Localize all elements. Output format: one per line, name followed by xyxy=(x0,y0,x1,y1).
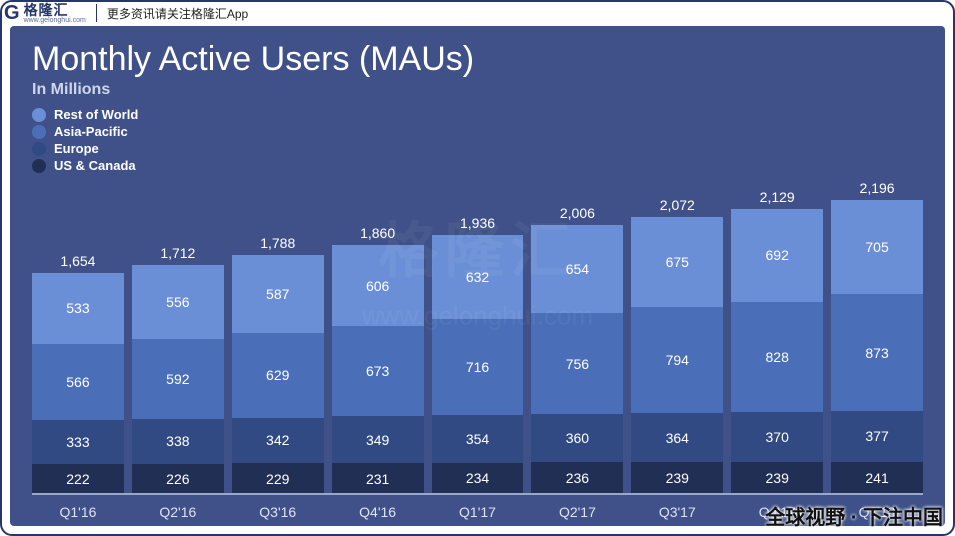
bar-segment-eu: 370 xyxy=(731,412,823,462)
legend-swatch-usca xyxy=(32,159,46,173)
bar-segment-usca: 229 xyxy=(232,463,324,494)
bar-segment-apac: 566 xyxy=(32,344,124,420)
bar-column: 2,129 692828370239 xyxy=(731,186,823,494)
x-axis-label: Q3'16 xyxy=(232,504,324,520)
chart-legend: Rest of World Asia-Pacific Europe US & Cana… xyxy=(32,107,923,173)
bar-segment-usca: 234 xyxy=(432,463,524,494)
brand-url: www.gelonghui.com xyxy=(24,17,86,24)
bar-segment-eu: 360 xyxy=(531,414,623,462)
bar-segment-usca: 231 xyxy=(332,463,424,494)
bar-segment-apac: 873 xyxy=(831,294,923,411)
bar-segment-row: 675 xyxy=(631,217,723,307)
legend-label-apac: Asia-Pacific xyxy=(54,124,128,139)
bar-segment-eu: 342 xyxy=(232,418,324,464)
x-axis-label: Q1'16 xyxy=(32,504,124,520)
bar-column: 1,788 587629342229 xyxy=(232,186,324,494)
legend-item-apac: Asia-Pacific xyxy=(32,124,923,139)
legend-item-eu: Europe xyxy=(32,141,923,156)
chart-subtitle: In Millions xyxy=(32,81,923,99)
bar-total-label: 1,936 xyxy=(432,215,524,231)
x-axis-label: Q1'17 xyxy=(432,504,524,520)
bar-segment-row: 705 xyxy=(831,200,923,294)
bar-total-label: 1,788 xyxy=(232,235,324,251)
bar-total-label: 1,860 xyxy=(332,225,424,241)
bar-segment-apac: 673 xyxy=(332,326,424,416)
bar-total-label: 2,072 xyxy=(631,197,723,213)
bar-column: 1,936 632716354234 xyxy=(432,186,524,494)
bar-segment-row: 654 xyxy=(531,225,623,313)
bar-segment-apac: 629 xyxy=(232,333,324,417)
bar-column: 2,196705873377241 xyxy=(831,186,923,494)
bar-segment-row: 692 xyxy=(731,209,823,302)
brand-bar: G 格隆汇 www.gelonghui.com 更多资讯请关注格隆汇App xyxy=(0,0,256,26)
bar-column: 1,712 556592338226 xyxy=(132,186,224,494)
legend-swatch-row xyxy=(32,108,46,122)
bar-segment-usca: 241 xyxy=(831,462,923,494)
bar-segment-usca: 239 xyxy=(631,462,723,494)
brand-logo-letter: G xyxy=(4,2,20,25)
bar-segment-usca: 222 xyxy=(32,464,124,494)
chart-title: Monthly Active Users (MAUs) xyxy=(32,40,923,79)
bar-segment-apac: 716 xyxy=(432,319,524,415)
bar-column: 1,860 606673349231 xyxy=(332,186,424,494)
bar-segment-apac: 794 xyxy=(631,307,723,413)
x-axis-label: Q2'17 xyxy=(531,504,623,520)
legend-swatch-apac xyxy=(32,125,46,139)
bar-segment-eu: 377 xyxy=(831,411,923,461)
bar-segment-row: 533 xyxy=(32,273,124,344)
brand-separator xyxy=(96,4,97,22)
bar-segment-apac: 756 xyxy=(531,313,623,414)
x-axis-label: Q3'17 xyxy=(631,504,723,520)
bar-total-label: 1,654 xyxy=(32,253,124,269)
brand-logo-text: 格隆汇 www.gelonghui.com xyxy=(24,3,86,24)
x-axis-label: Q2'16 xyxy=(132,504,224,520)
chart-bars: 1,654 533566333222 1,712 556592338226 1,788 5… xyxy=(32,186,923,494)
brand-tagline: 更多资讯请关注格隆汇App xyxy=(107,5,248,22)
bar-segment-eu: 349 xyxy=(332,416,424,463)
bar-total-label: 2,196 xyxy=(831,180,923,196)
bar-column: 2,006 654756360236 xyxy=(531,186,623,494)
bar-segment-usca: 236 xyxy=(531,462,623,494)
legend-swatch-eu xyxy=(32,142,46,156)
bar-segment-eu: 354 xyxy=(432,415,524,462)
bar-segment-eu: 364 xyxy=(631,413,723,462)
bar-column: 2,072 675794364239 xyxy=(631,186,723,494)
chart-area: Monthly Active Users (MAUs) In Millions … xyxy=(10,26,945,526)
bar-column: 1,654 533566333222 xyxy=(32,186,124,494)
bar-segment-row: 606 xyxy=(332,245,424,326)
bar-segment-eu: 338 xyxy=(132,419,224,464)
legend-item-row: Rest of World xyxy=(32,107,923,122)
legend-item-usca: US & Canada xyxy=(32,158,923,173)
legend-label-row: Rest of World xyxy=(54,107,138,122)
x-axis-line xyxy=(32,493,923,495)
bar-segment-usca: 239 xyxy=(731,462,823,494)
bar-segment-row: 556 xyxy=(132,265,224,339)
brand-name-cn: 格隆汇 xyxy=(24,3,86,17)
slide-frame: G 格隆汇 www.gelonghui.com 更多资讯请关注格隆汇App Mo… xyxy=(0,0,955,536)
bar-segment-row: 632 xyxy=(432,235,524,320)
bar-total-label: 2,129 xyxy=(731,189,823,205)
bar-segment-apac: 828 xyxy=(731,302,823,413)
bar-segment-usca: 226 xyxy=(132,464,224,494)
x-axis-label: Q4'16 xyxy=(332,504,424,520)
bar-segment-row: 587 xyxy=(232,255,324,334)
bar-total-label: 2,006 xyxy=(531,205,623,221)
legend-label-usca: US & Canada xyxy=(54,158,136,173)
legend-label-eu: Europe xyxy=(54,141,99,156)
bar-total-label: 1,712 xyxy=(132,245,224,261)
bar-segment-eu: 333 xyxy=(32,420,124,465)
bar-segment-apac: 592 xyxy=(132,339,224,418)
bottom-watermark: 全球视野 · 下注中国 xyxy=(765,501,943,530)
